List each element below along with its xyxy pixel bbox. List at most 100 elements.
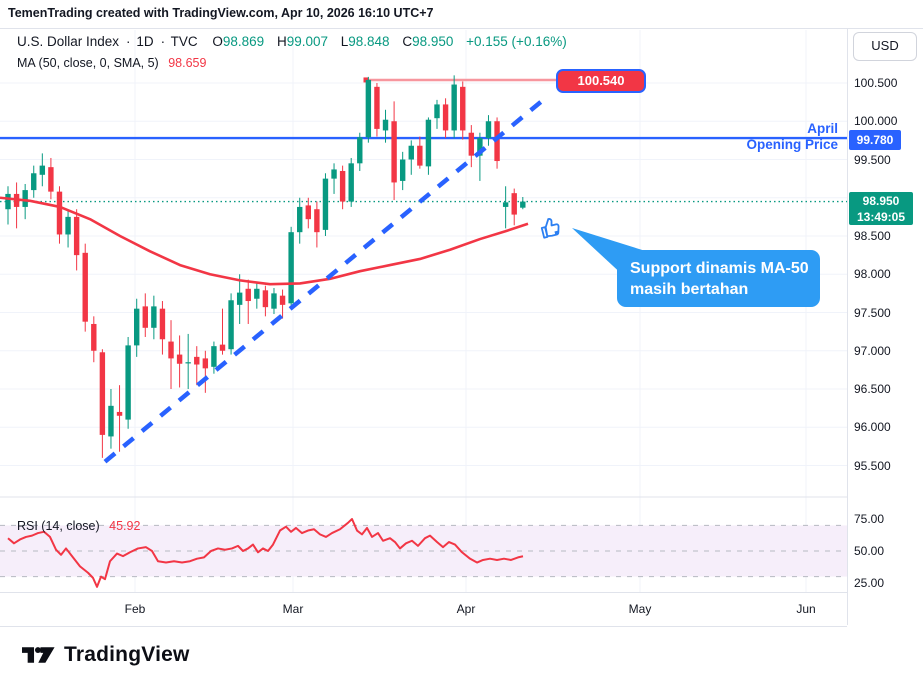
rsi-scale-label: 75.00 [854, 512, 885, 526]
candle-body [262, 290, 269, 308]
time-axis-label-mar: Mar [282, 602, 304, 616]
candle-body [502, 202, 509, 207]
candle-body [314, 209, 320, 233]
candle-body [399, 159, 406, 181]
candle-body [254, 288, 260, 299]
ma50-line[interactable] [0, 196, 529, 286]
ma-value: 98.659 [168, 56, 207, 70]
candle-body [460, 86, 466, 131]
interval: 1D [136, 34, 154, 49]
candle-body [288, 232, 294, 304]
candle-body [176, 354, 183, 364]
candle-body [82, 252, 88, 322]
time-axis[interactable]: Feb Mar Apr May Jun [0, 592, 847, 627]
candle-body [477, 138, 483, 156]
price-scale-label: 96.500 [854, 382, 891, 396]
time-axis-label-jun: Jun [796, 602, 816, 616]
candle-body [194, 356, 200, 365]
ma-label: MA (50, close, 0, SMA, 5) [17, 56, 159, 70]
candle-body [382, 119, 389, 131]
candle-body [245, 288, 251, 302]
price-scale-label: 100.000 [854, 114, 898, 129]
candle-body [331, 169, 337, 179]
low-value: 98.848 [348, 34, 390, 49]
candle-body [168, 341, 174, 359]
price-scale[interactable]: USD 100.500100.00099.50099.00098.50098.0… [847, 29, 923, 625]
candle-body [271, 293, 277, 309]
candle-body [322, 178, 329, 230]
candle-body [134, 308, 140, 346]
candle-body [108, 405, 114, 437]
ma-legend[interactable]: MA (50, close, 0, SMA, 5) 98.659 [17, 56, 206, 70]
candle-body [5, 193, 11, 210]
candle-body [339, 170, 346, 202]
candle-body [391, 121, 397, 183]
candle-body [357, 137, 363, 164]
price-scale-label: 99.500 [854, 152, 891, 167]
rsi-legend[interactable]: RSI (14, close) 45.92 [17, 519, 140, 533]
low-label: L [340, 34, 349, 49]
high-value: 99.007 [286, 34, 328, 49]
price-scale-label: 97.000 [854, 343, 891, 358]
resistance-price-badge[interactable]: 100.540 [556, 69, 646, 93]
header-separator [0, 28, 923, 29]
rsi-line[interactable] [7, 518, 524, 588]
open-label: O [212, 34, 223, 49]
callout-support-ma50[interactable]: Support dinamis MA-50 masih bertahan [617, 250, 820, 307]
last-price-badge: 98.950 13:49:05 [849, 192, 913, 225]
price-scale-label: 100.500 [854, 76, 898, 90]
time-axis-label-may: May [628, 602, 652, 616]
candle-body [185, 362, 191, 364]
candle-body [365, 79, 372, 138]
rsi-label: RSI (14, close) [17, 519, 100, 533]
candle-body [305, 205, 311, 220]
candle-body [425, 119, 432, 167]
price-scale-label: 98.500 [854, 229, 891, 243]
candle-body [31, 173, 37, 191]
candle-body [451, 84, 457, 131]
candle-body [408, 145, 414, 160]
candle-body [236, 292, 243, 305]
rsi-value: 45.92 [109, 519, 141, 533]
candle-body [374, 86, 380, 129]
candle-body [297, 206, 303, 233]
exchange: TVC [170, 34, 198, 49]
footer-brand: TradingView [22, 641, 190, 669]
currency-button[interactable]: USD [853, 32, 917, 61]
high-label: H [276, 34, 287, 49]
rsi-scale-label: 25.00 [854, 576, 885, 590]
price-scale-label: 96.000 [854, 420, 891, 435]
candle-body [468, 132, 475, 156]
candle-body [125, 345, 131, 420]
candle-body [228, 300, 234, 350]
candle-body [56, 191, 63, 235]
attribution-text: TemenTrading created with TradingView.co… [8, 6, 434, 20]
change-value: +0.155 (+0.16%) [466, 34, 567, 49]
close-label: C [402, 34, 413, 49]
candle-body [211, 346, 217, 367]
price-scale-label: 95.500 [854, 458, 891, 473]
time-axis-label-feb: Feb [124, 602, 146, 616]
candle-body [279, 295, 286, 305]
symbol-legend[interactable]: U.S. Dollar Index · 1D · TVC O98.869 H99.0… [17, 34, 567, 49]
close-value: 98.950 [412, 34, 454, 49]
candle-body [434, 104, 440, 119]
price-scale-label: 97.500 [854, 305, 891, 320]
candle-body [22, 190, 28, 207]
open-value: 98.869 [222, 34, 265, 49]
candle-body [494, 121, 500, 162]
candle-body [417, 145, 423, 166]
april-opening-price-label: April Opening Price [746, 121, 838, 152]
countdown-timer: 13:49:05 [856, 210, 906, 224]
april-open-badge: 99.780 [849, 130, 901, 150]
candle-body [116, 411, 123, 416]
price-scale-label: 98.000 [854, 267, 891, 282]
time-axis-label-apr: Apr [456, 602, 476, 616]
candle-body [91, 323, 97, 351]
candle-body [348, 163, 354, 202]
tradingview-logo-icon [22, 647, 55, 663]
rsi-scale-label: 50.00 [854, 544, 885, 558]
brand-name: TradingView [64, 643, 190, 666]
candle-body [151, 306, 157, 328]
